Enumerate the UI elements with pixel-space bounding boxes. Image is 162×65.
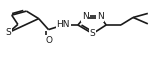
- Text: S: S: [6, 28, 12, 37]
- Text: N: N: [82, 12, 89, 21]
- Text: S: S: [90, 29, 96, 38]
- Text: HN: HN: [57, 20, 70, 30]
- Text: N: N: [97, 12, 103, 21]
- Text: O: O: [45, 36, 52, 45]
